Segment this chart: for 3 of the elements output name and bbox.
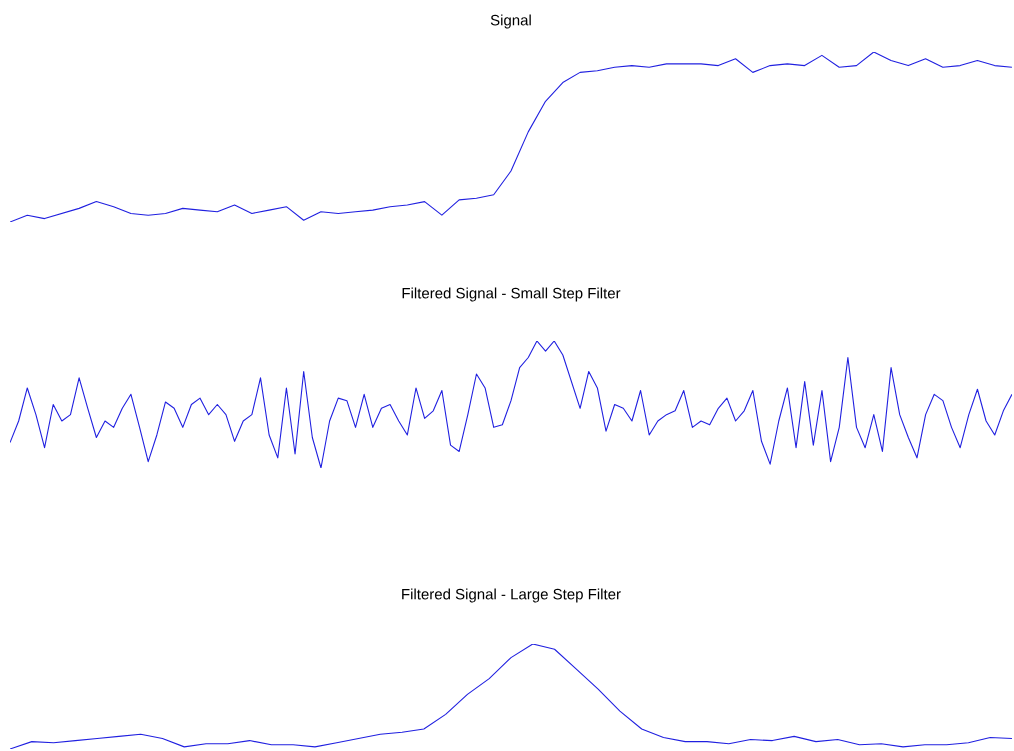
chart-title: Filtered Signal - Small Step Filter [402, 287, 621, 302]
chart-title: Filtered Signal - Large Step Filter [402, 588, 621, 603]
chart-title: Signal [490, 14, 531, 29]
